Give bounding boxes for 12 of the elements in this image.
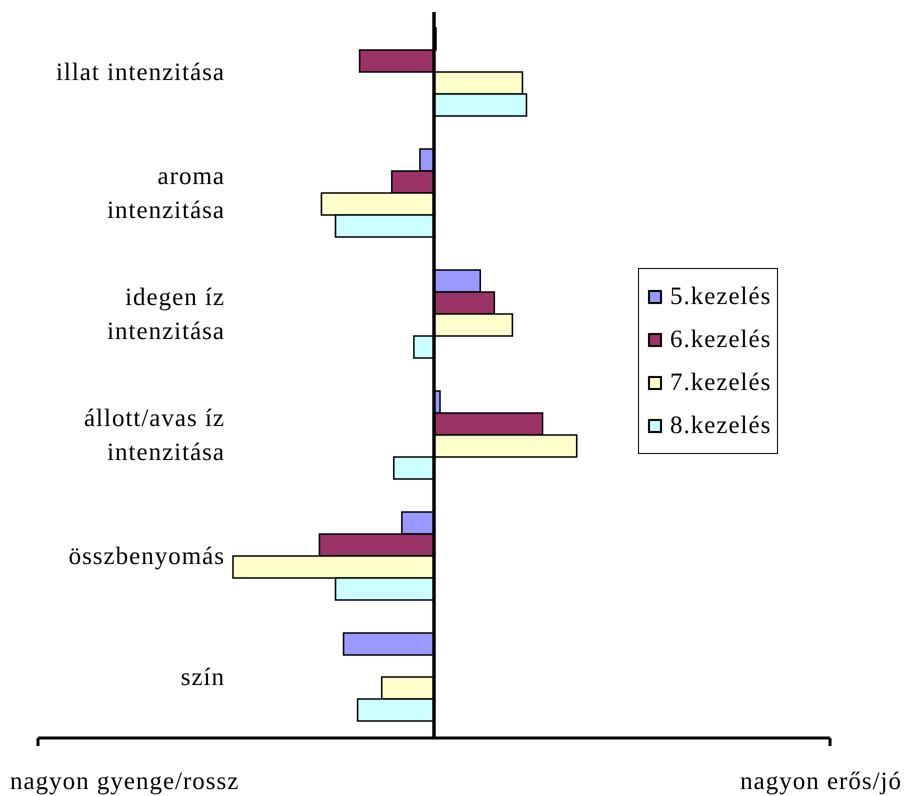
y-tick-label: állott/avas íz intenzitása <box>84 404 225 468</box>
y-tick-label: szín <box>180 662 225 692</box>
legend-label: 7.kezelés <box>670 368 772 398</box>
y-tick-label: idegen íz intenzitása <box>107 282 225 346</box>
y-tick-label: illat intenzitása <box>56 58 225 88</box>
text: nagyon gyenge/rossz <box>10 768 240 796</box>
y-tick-label: összbenyomás <box>68 542 225 572</box>
legend-label: 5.kezelés <box>670 282 772 312</box>
y-tick-label: aroma intenzitása <box>107 162 225 226</box>
text: nagyon erős/jó <box>740 768 902 796</box>
legend-label: 6.kezelés <box>670 324 772 354</box>
legend-label: 8.kezelés <box>670 410 772 440</box>
